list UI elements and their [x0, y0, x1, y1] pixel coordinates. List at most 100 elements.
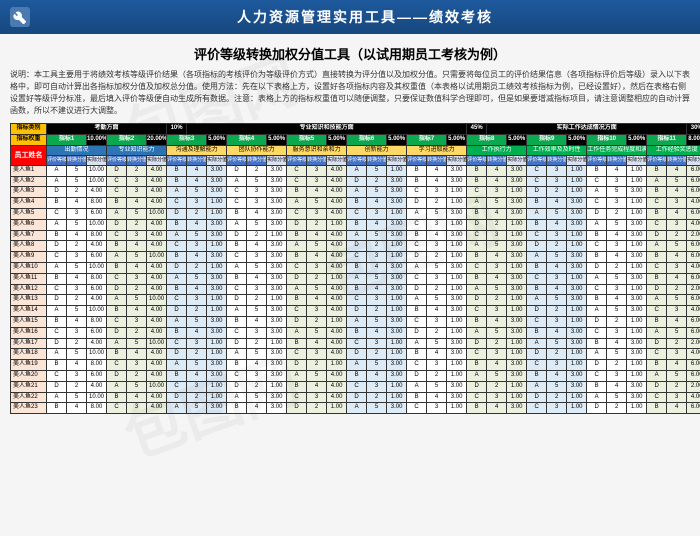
cell: C	[227, 284, 247, 295]
cell: A	[467, 241, 487, 252]
cell: A	[467, 284, 487, 295]
cell: 5	[307, 241, 327, 252]
col-head: 转换分值	[667, 156, 687, 166]
cell: 4	[247, 209, 267, 220]
cell: D	[467, 219, 487, 230]
cell: 3.00	[267, 349, 287, 360]
cell: 4	[367, 327, 387, 338]
cell: 3.00	[567, 284, 587, 295]
emp-name: 美人鱼8	[11, 241, 47, 252]
cell: 4	[67, 230, 87, 241]
col-head: 评价等级	[347, 156, 367, 166]
col-head: 实际分值	[387, 156, 407, 166]
cell: 3	[367, 381, 387, 392]
cell: C	[287, 392, 307, 403]
cell: B	[407, 230, 427, 241]
cell: 3.00	[207, 187, 227, 198]
cell: 1.00	[387, 209, 407, 220]
cell: A	[107, 381, 127, 392]
cell: B	[287, 252, 307, 263]
cell: B	[347, 219, 367, 230]
cell: 3.00	[387, 263, 407, 274]
cell: 1.00	[627, 209, 647, 220]
table-row: 美人鱼11B48.00C34.00A53.00B43.00D21.00A53.0…	[11, 273, 700, 284]
cell: 3	[667, 198, 687, 209]
cell: 4	[187, 219, 207, 230]
cell: D	[107, 284, 127, 295]
cell: 5	[487, 198, 507, 209]
cell: 3	[547, 176, 567, 187]
cell: 2	[127, 284, 147, 295]
cell: C	[347, 295, 367, 306]
cell: 2	[247, 230, 267, 241]
table-row: 美人鱼23B48.00C34.00A53.00B43.00D21.00A53.0…	[11, 403, 700, 414]
cell: B	[587, 165, 607, 176]
emp-name: 美人鱼12	[11, 284, 47, 295]
emp-header: 员工姓名	[11, 145, 47, 165]
cell: 4.00	[87, 338, 107, 349]
cell: C	[287, 306, 307, 317]
cell: 5	[187, 317, 207, 328]
cell: 4.00	[87, 187, 107, 198]
cell: 4	[487, 273, 507, 284]
cell: 1.00	[447, 284, 467, 295]
col-head: 转换分值	[487, 156, 507, 166]
cell: D	[167, 306, 187, 317]
cell: B	[407, 306, 427, 317]
col-head: 转换分值	[607, 156, 627, 166]
cell: A	[347, 273, 367, 284]
cell: 3.00	[207, 219, 227, 230]
cell: D	[527, 349, 547, 360]
cell: 2	[607, 263, 627, 274]
cell: 4	[487, 176, 507, 187]
cell: 4	[187, 165, 207, 176]
cell: 5	[67, 263, 87, 274]
cell: 4	[667, 252, 687, 263]
cell: 1.00	[207, 241, 227, 252]
cell: 1.00	[267, 338, 287, 349]
cell: 2	[427, 371, 447, 382]
cell: D	[587, 263, 607, 274]
cell: 5	[247, 176, 267, 187]
table-row: 美人鱼21D24.00A510.00C31.00D21.00B44.00C31.…	[11, 381, 700, 392]
cell: A	[527, 338, 547, 349]
cell: 4	[427, 230, 447, 241]
cell: B	[167, 252, 187, 263]
cell: 3.00	[447, 349, 467, 360]
cell: 3	[427, 273, 447, 284]
cell: 10.00	[147, 381, 167, 392]
cell: A	[287, 371, 307, 382]
cell: 2	[67, 187, 87, 198]
table-row: 美人鱼10A510.00B44.00D21.00A53.00C34.00B43.…	[11, 263, 700, 274]
cell: 5	[367, 273, 387, 284]
cell: 1.00	[387, 349, 407, 360]
cell: 4	[607, 230, 627, 241]
cell: 3.00	[207, 252, 227, 263]
cell: A	[587, 219, 607, 230]
cell: 3.00	[567, 219, 587, 230]
cell: D	[287, 317, 307, 328]
cell: A	[527, 295, 547, 306]
cell: D	[467, 338, 487, 349]
cell: 3	[547, 360, 567, 371]
cell: 3	[427, 360, 447, 371]
cell: 4	[487, 360, 507, 371]
cell: 3.00	[447, 381, 467, 392]
cell: 1.00	[327, 219, 347, 230]
cell: 3	[487, 263, 507, 274]
cell: 3.00	[387, 198, 407, 209]
cell: A	[47, 306, 67, 317]
cell: 5	[667, 295, 687, 306]
table-row: 美人鱼1A510.00D24.00B43.00D23.00C34.00A51.0…	[11, 165, 700, 176]
cell: 3	[547, 317, 567, 328]
cell: 1.00	[627, 263, 647, 274]
cell: B	[47, 273, 67, 284]
cell: C	[647, 263, 667, 274]
cell: 2	[307, 403, 327, 414]
cell: A	[347, 317, 367, 328]
cell: 5	[127, 252, 147, 263]
cell: D	[287, 219, 307, 230]
cell: B	[467, 165, 487, 176]
cell: 1.00	[387, 295, 407, 306]
cell: 2	[427, 252, 447, 263]
